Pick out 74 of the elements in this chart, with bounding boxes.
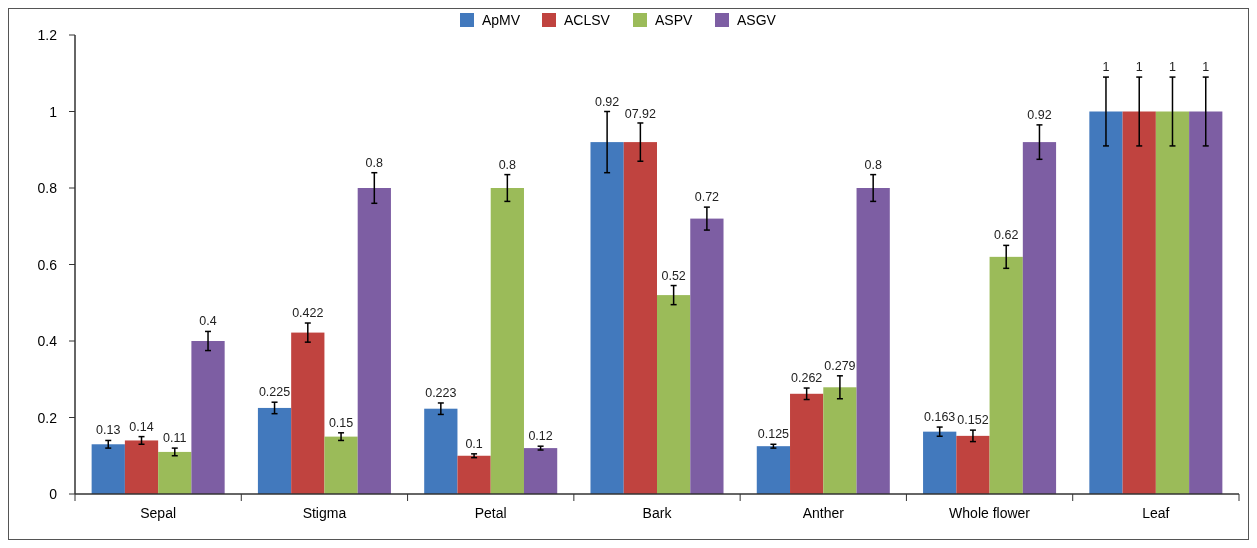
data-label: 0.92 — [1027, 107, 1052, 122]
bar — [690, 218, 724, 494]
bar — [424, 408, 458, 494]
data-label: 0.4 — [199, 314, 217, 329]
bar — [790, 393, 824, 494]
bar — [457, 455, 491, 494]
y-tick-label: 1 — [49, 103, 58, 120]
bar — [158, 451, 192, 494]
legend-label: ASPV — [655, 12, 694, 28]
data-label: 0.13 — [96, 423, 121, 438]
legend-label: ACLSV — [564, 12, 611, 28]
data-label: 0.12 — [528, 429, 553, 444]
bar — [124, 440, 159, 494]
data-label: 0.125 — [757, 427, 790, 442]
data-label: 0.8 — [365, 155, 384, 170]
bar — [989, 256, 1023, 494]
bar — [1189, 111, 1223, 494]
bar — [257, 407, 292, 494]
x-tick-label: Sepal — [140, 505, 177, 521]
x-tick-label: Petal — [474, 505, 507, 521]
bar — [523, 448, 558, 494]
data-label: 1 — [1102, 60, 1110, 75]
data-label: 0.72 — [694, 190, 720, 205]
x-tick-label: Stigma — [302, 505, 347, 521]
bar — [490, 188, 524, 494]
data-label: 0.62 — [994, 228, 1019, 243]
bar — [191, 341, 225, 494]
data-label: 0.8 — [864, 157, 882, 172]
data-label: 0.163 — [924, 410, 956, 425]
x-tick-label: Whole flower — [949, 505, 1031, 521]
data-label: 0.14 — [129, 419, 154, 434]
bar — [1089, 111, 1123, 494]
bar — [1155, 111, 1190, 494]
data-label: 1 — [1169, 60, 1177, 75]
bar — [1122, 111, 1156, 494]
bar — [657, 295, 691, 494]
y-tick-label: 0.6 — [37, 256, 58, 273]
bar — [357, 188, 391, 494]
y-tick-label: 0 — [49, 486, 58, 502]
data-label: 0.422 — [292, 306, 324, 321]
x-tick-label: Anther — [802, 505, 845, 521]
bar — [291, 332, 325, 494]
data-label: 0.279 — [824, 358, 856, 373]
data-label: 0.11 — [163, 431, 187, 446]
bar — [623, 142, 657, 494]
annotation: 07.92 — [624, 107, 657, 122]
data-label: 0.92 — [594, 94, 620, 109]
bar — [823, 387, 857, 494]
bar — [956, 435, 990, 494]
data-label: 0.262 — [791, 371, 823, 386]
y-tick-label: 0.2 — [37, 409, 58, 426]
data-label: 0.15 — [328, 415, 354, 430]
data-label: 0.8 — [498, 157, 517, 172]
bar — [324, 436, 358, 494]
x-tick-label: Bark — [642, 505, 673, 521]
x-tick-label: Leaf — [1142, 505, 1170, 521]
data-label: 1 — [1135, 60, 1143, 75]
bar — [756, 446, 791, 494]
data-label: 0.1 — [465, 436, 483, 451]
data-label: 0.225 — [258, 385, 291, 400]
data-label: 0.223 — [425, 385, 457, 400]
bar — [856, 188, 890, 494]
legend-label: ASGV — [737, 12, 777, 28]
bar — [590, 142, 624, 494]
y-tick-label: 1.2 — [37, 27, 58, 43]
bar — [91, 444, 125, 494]
legend-label: ApMV — [482, 12, 521, 28]
data-label: 0.52 — [661, 268, 686, 283]
data-label: 1 — [1202, 60, 1210, 75]
y-tick-label: 0.4 — [37, 333, 58, 349]
data-label: 0.152 — [957, 413, 989, 428]
bar — [1022, 142, 1057, 494]
y-tick-label: 0.8 — [37, 180, 58, 196]
bar — [923, 431, 957, 494]
